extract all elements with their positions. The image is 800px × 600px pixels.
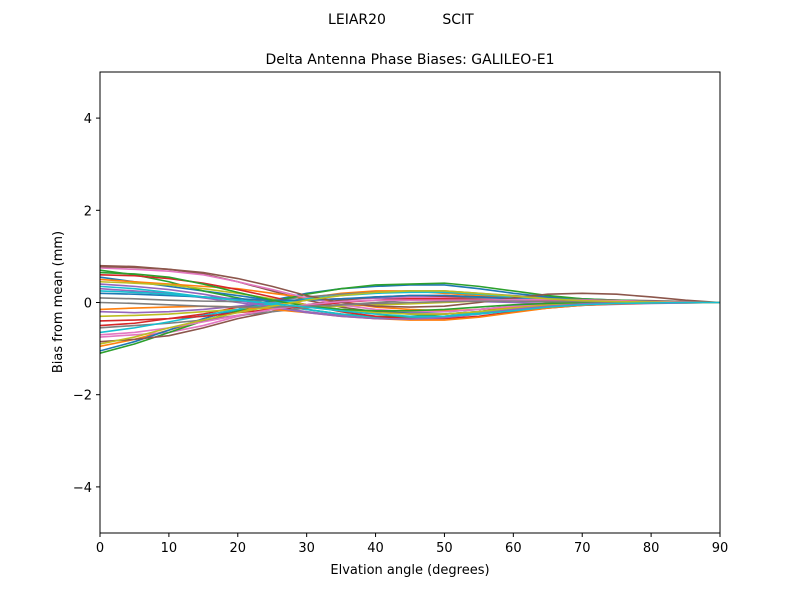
series-line-26	[100, 265, 720, 308]
x-tick-label: 60	[505, 541, 522, 556]
y-tick-label: 4	[84, 112, 92, 127]
suptitle-left: LEIAR20	[328, 12, 386, 28]
x-tick-label: 40	[367, 541, 384, 556]
x-axis: 0 10 20 30 40 50 60 70 80 90	[96, 533, 728, 556]
x-tick-label: 30	[298, 541, 315, 556]
suptitle-right: SCIT	[442, 12, 474, 28]
x-tick-label: 90	[712, 541, 729, 556]
x-tick-label: 20	[230, 541, 247, 556]
x-tick-label: 80	[643, 541, 660, 556]
y-tick-label: 2	[84, 204, 92, 219]
y-axis-label: Bias from mean (mm)	[51, 231, 66, 373]
y-tick-label: 0	[84, 297, 92, 312]
y-tick-label: −2	[73, 389, 92, 404]
y-axis: −4 −2 0 2 4	[73, 112, 100, 496]
x-tick-label: 70	[574, 541, 591, 556]
series-layer	[100, 264, 720, 354]
x-tick-label: 0	[96, 541, 104, 556]
series-line-27	[100, 298, 720, 336]
x-axis-label: Elvation angle (degrees)	[330, 563, 489, 578]
series-line-30	[100, 290, 720, 318]
chart-title: Delta Antenna Phase Biases: GALILEO-E1	[265, 52, 554, 68]
series-line-29	[100, 290, 720, 345]
x-tick-label: 50	[436, 541, 453, 556]
x-tick-label: 10	[161, 541, 178, 556]
y-tick-label: −4	[73, 481, 92, 496]
